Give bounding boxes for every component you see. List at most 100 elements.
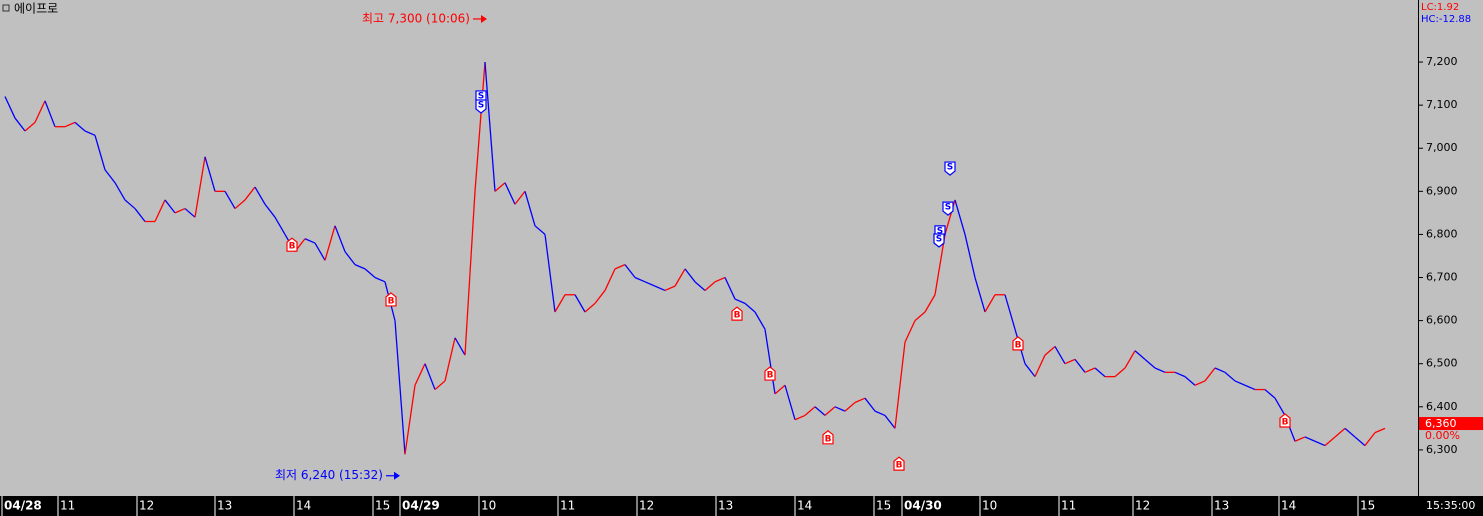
- price-segment: [874, 410, 886, 417]
- price-segment: [44, 100, 56, 127]
- price-segment: [254, 186, 266, 205]
- price-segment: [184, 208, 196, 218]
- price-segment: [1274, 397, 1286, 416]
- price-segment: [194, 156, 206, 218]
- price-segment: [724, 277, 736, 300]
- y-tick-label: 7,200: [1426, 55, 1458, 68]
- x-tick-label: 04/30: [904, 499, 942, 513]
- price-segment: [1024, 363, 1036, 378]
- x-tick-label: 13: [217, 499, 232, 513]
- last-change: 0.00%: [1425, 429, 1460, 442]
- price-segment: [764, 329, 776, 394]
- x-tick-label: 12: [1135, 499, 1150, 513]
- price-segment: [224, 191, 236, 209]
- price-segment: [244, 186, 256, 201]
- price-segment: [454, 337, 466, 356]
- signal-label: S: [947, 163, 953, 173]
- price-segment: [534, 225, 546, 235]
- price-segment: [1324, 436, 1336, 447]
- price-segment: [1374, 427, 1386, 434]
- price-segment: [1134, 350, 1146, 360]
- signal-marker: [822, 430, 834, 445]
- last-price-label: 6,360: [1425, 417, 1457, 430]
- price-segment: [884, 415, 896, 429]
- price-segment: [1054, 346, 1066, 365]
- time-axis-bar: [0, 496, 1483, 516]
- price-segment: [1084, 367, 1096, 373]
- x-tick-label: 14: [1281, 499, 1296, 513]
- x-tick-label: 14: [296, 499, 311, 513]
- price-segment: [984, 294, 996, 313]
- price-segment: [794, 414, 806, 421]
- price-segment: [74, 121, 86, 132]
- chart-title: 에이프로: [14, 2, 58, 16]
- last-price-box: [1419, 417, 1483, 431]
- y-tick-label: 7,100: [1426, 98, 1458, 111]
- price-segment: [1244, 384, 1256, 391]
- signal-label: B: [825, 434, 832, 444]
- signal-label: B: [1015, 340, 1022, 350]
- price-segment: [684, 268, 696, 283]
- x-tick-label: 13: [1214, 499, 1229, 513]
- price-segment: [1204, 367, 1216, 382]
- price-segment: [114, 182, 126, 201]
- annotation-arrowhead: [394, 471, 400, 480]
- price-segment: [354, 263, 366, 270]
- signal-label: S: [936, 235, 942, 245]
- price-segment: [544, 234, 556, 313]
- signal-marker: [764, 366, 776, 381]
- price-segment: [754, 311, 766, 330]
- price-segment: [504, 182, 516, 205]
- price-segment: [1144, 358, 1156, 369]
- signal-marker: [286, 237, 298, 252]
- price-segment: [584, 302, 596, 313]
- price-segment: [304, 238, 316, 244]
- signal-marker: [933, 233, 945, 248]
- x-tick-label: 12: [139, 499, 154, 513]
- price-segment: [14, 117, 26, 132]
- price-segment: [94, 135, 106, 170]
- price-segment: [574, 294, 586, 313]
- y-tick-label: 6,500: [1426, 357, 1458, 370]
- x-tick-label: 15: [375, 499, 390, 513]
- price-segment: [1044, 345, 1056, 356]
- price-segment: [84, 130, 96, 136]
- price-segment: [124, 199, 136, 210]
- price-segment: [274, 216, 286, 235]
- price-segment: [434, 380, 446, 391]
- price-segment: [1294, 436, 1306, 442]
- price-segment: [1214, 367, 1226, 373]
- price-segment: [414, 363, 426, 386]
- x-tick-label: 15: [876, 499, 891, 513]
- price-segment: [424, 363, 436, 390]
- signal-marker: [731, 306, 743, 321]
- price-segment: [234, 199, 246, 210]
- x-tick-label: 10: [982, 499, 997, 513]
- price-segment: [814, 406, 826, 416]
- annotation-text: 최저 6,240 (15:32): [275, 468, 383, 482]
- price-segment: [714, 276, 726, 283]
- price-segment: [104, 169, 116, 184]
- price-segment: [904, 320, 916, 343]
- price-segment: [624, 264, 636, 278]
- price-segment: [1224, 371, 1236, 382]
- y-tick-label: 6,800: [1426, 227, 1458, 240]
- signal-label: B: [896, 461, 903, 471]
- signal-label: B: [388, 296, 395, 306]
- signal-label: B: [1282, 418, 1289, 428]
- price-segment: [834, 406, 846, 412]
- price-segment: [1314, 440, 1326, 447]
- x-tick-label: 04/29: [402, 499, 440, 513]
- price-segment: [1034, 354, 1046, 377]
- y-tick-label: 7,000: [1426, 141, 1458, 154]
- signal-label: S: [478, 101, 484, 111]
- signal-marker: [385, 292, 397, 307]
- price-segment: [364, 268, 376, 279]
- signal-marker: [944, 161, 956, 176]
- price-segment: [1364, 432, 1376, 446]
- price-segment: [1354, 436, 1366, 447]
- price-segment: [604, 268, 616, 291]
- price-segment: [954, 199, 966, 235]
- price-segment: [204, 156, 216, 192]
